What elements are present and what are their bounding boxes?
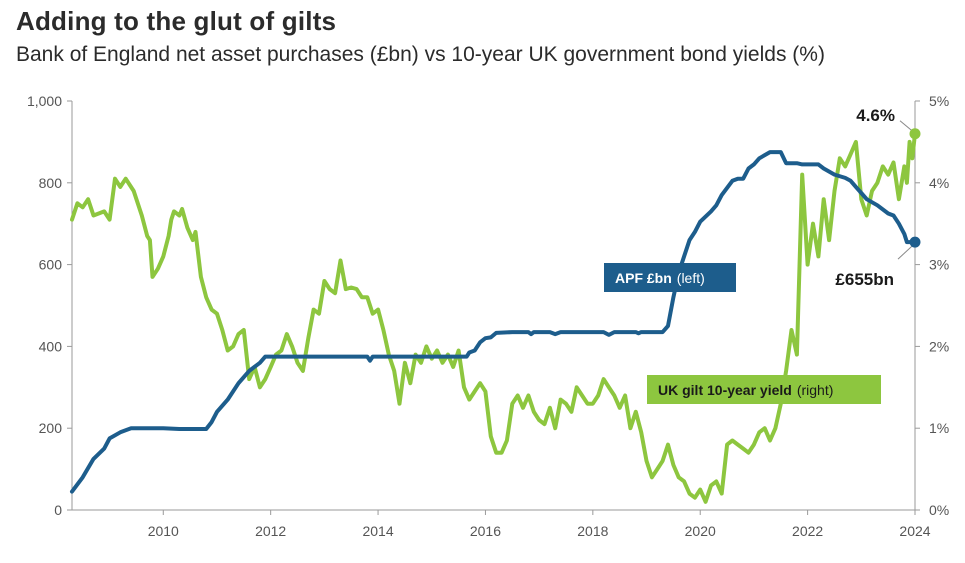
right-tick-label: 1% [929,420,949,436]
legend-yield-box [647,375,881,404]
yield-end-label: 4.6% [856,106,895,125]
x-tick-label: 2018 [577,523,608,539]
apf-end-label: £655bn [835,270,894,289]
series-layer [70,131,917,504]
x-tick-label: 2010 [148,523,179,539]
legend-apf-suffix: (left) [677,270,705,286]
legend-yield-suffix: (right) [797,382,834,398]
legend-apf-text: APF £bn (left) [615,270,705,286]
axes [71,101,916,511]
legend-yield-main: UK gilt 10-year yield [658,382,792,398]
x-tick-label: 2014 [362,523,393,539]
legend-yield: UK gilt 10-year yield (right) [647,375,881,404]
x-tick-label: 2024 [899,523,930,539]
right-tick-label: 0% [929,502,949,518]
series-line-apf [70,150,917,494]
x-tick-label: 2016 [470,523,501,539]
left-tick-label: 800 [39,175,63,191]
left-tick-label: 600 [39,257,63,273]
right-tick-label: 3% [929,257,949,273]
legend-apf-main: APF £bn [615,270,672,286]
right-tick-label: 4% [929,175,949,191]
x-tick-label: 2020 [685,523,716,539]
annotations: £655bn 4.6% [835,106,921,289]
yield-end-marker [909,128,921,140]
series-line-yield [70,131,917,504]
left-tick-label: 0 [54,502,62,518]
right-axis-ticks: 0% 1% 2% 3% 4% 5% [915,93,949,518]
chart-title: Adding to the glut of gilts [16,6,337,36]
left-tick-label: 400 [39,338,63,354]
apf-end-marker [909,236,921,248]
x-tick-label: 2012 [255,523,286,539]
right-tick-label: 2% [929,338,949,354]
x-tick-label: 2022 [792,523,823,539]
left-tick-label: 1,000 [27,93,62,109]
right-tick-label: 5% [929,93,949,109]
yield-end-leader-line [899,120,913,132]
apf-end-leader-line [897,245,913,260]
legend-apf-box [604,263,736,292]
chart-subtitle: Bank of England net asset purchases (£bn… [16,43,825,66]
legend-yield-text: UK gilt 10-year yield (right) [658,382,833,398]
left-tick-label: 200 [39,420,63,436]
x-axis-ticks: 2010 2012 2014 2016 2018 2020 2022 2024 [148,510,931,539]
legend-apf: APF £bn (left) [604,263,736,292]
left-axis-ticks: 0 200 400 600 800 1,000 [27,93,72,518]
